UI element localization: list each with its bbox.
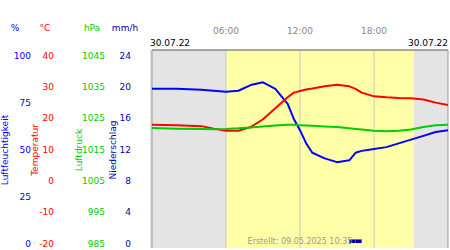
axis-label: Niederschlag: [108, 121, 118, 180]
date: 30.07.22: [408, 38, 448, 48]
chart: 06:00 12:00 18:00 30.07.22 30.07.22% Luftfeuc…: [0, 0, 450, 250]
x-tick-label: 06:00: [213, 26, 239, 36]
daylight: [226, 50, 414, 248]
frame: [152, 50, 448, 51]
y-tick-label: 1035: [82, 82, 105, 92]
y-tick-label: 24: [120, 51, 132, 61]
axis-unit: mm/h: [112, 23, 138, 33]
y-tick-label: 0: [125, 239, 131, 249]
y-tick-label: -20: [39, 239, 54, 249]
y-tick-label: 40: [43, 51, 55, 61]
y-tick-label: 10: [43, 145, 55, 155]
x-tick-label: 18:00: [361, 26, 387, 36]
y-tick-label: 20: [120, 82, 132, 92]
y-tick-label: 1005: [82, 176, 105, 186]
y-tick-label: 20: [43, 113, 55, 123]
grid-line: [300, 50, 301, 248]
y-tick-label: 1045: [82, 51, 105, 61]
plot-marks: [152, 82, 448, 243]
axis-unit: °C: [40, 23, 51, 33]
axis-label: Temperatur: [30, 124, 40, 177]
y-tick-label: 985: [88, 239, 105, 249]
frame: [448, 50, 449, 248]
y-tick-label: 1025: [82, 113, 105, 123]
grid-line: [226, 50, 227, 248]
y-tick-label: 8: [125, 176, 131, 186]
frame: [152, 50, 153, 248]
y-tick-label: 1015: [82, 145, 105, 155]
y-tick-label: 12: [120, 145, 131, 155]
line: [152, 85, 448, 131]
bar: [356, 239, 362, 243]
y-tick-label: 75: [20, 98, 31, 108]
y-tick-label: 995: [88, 207, 105, 217]
axis-unit: %: [11, 23, 20, 33]
line: [152, 125, 448, 131]
y-tick-label: 0: [48, 176, 54, 186]
y-tick-label: 4: [125, 207, 131, 217]
y-tick-label: -10: [39, 207, 54, 217]
y-tick-label: 100: [14, 51, 31, 61]
footer: Erstellt: 09.05.2025 10:35: [248, 237, 353, 246]
y-tick-label: 30: [43, 82, 55, 92]
axis-unit: hPa: [84, 23, 100, 33]
x-tick-label: 12:00: [287, 26, 313, 36]
y-tick-label: 25: [20, 192, 31, 202]
y-tick-label: 0: [25, 239, 31, 249]
axis-label: Luftfeuchtigkeit: [0, 114, 10, 185]
night-bg: [150, 50, 448, 248]
date: 30.07.22: [150, 38, 190, 48]
line: [152, 82, 448, 162]
y-tick-label: 16: [120, 113, 132, 123]
